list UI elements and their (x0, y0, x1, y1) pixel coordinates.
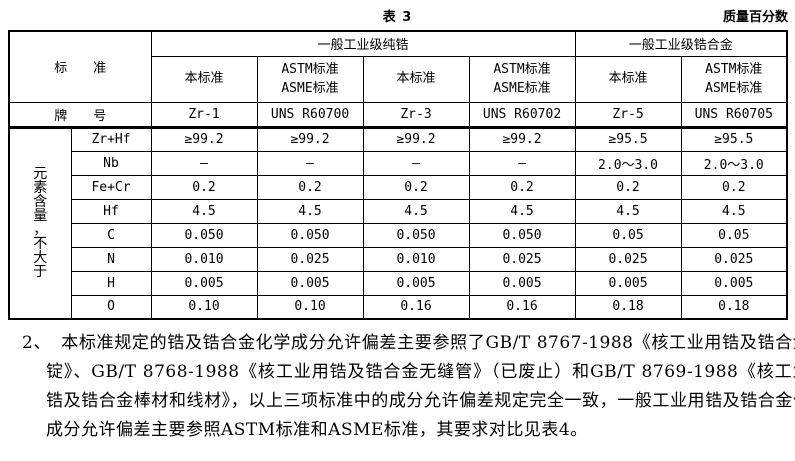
value-cell: 0.2 (468, 174, 576, 200)
value-cell: 0.2 (362, 174, 470, 200)
grade-header-cell: 牌 号 (8, 101, 152, 129)
row-group-vertical-label: 元素含量，不大于 (8, 126, 72, 320)
top-labels: 表 3 质量百分数 (0, 0, 795, 30)
value-cell: 0.18 (574, 294, 682, 320)
note-paragraph: 2、 本标准规定的锆及锆合金化学成分允许偏差主要参照了GB/T 8767-1988… (6, 329, 795, 445)
group-header-pure-zirconium: 一般工业级纯锆 (150, 30, 576, 57)
element-cell: H (70, 270, 152, 296)
element-cell: C (70, 222, 152, 248)
value-cell: 4.5 (150, 198, 258, 224)
element-cell: Zr+Hf (70, 126, 152, 152)
value-cell: 0.050 (150, 222, 258, 248)
sub-header-cell: ASTM标准 ASME标准 (680, 55, 788, 103)
element-cell: O (70, 294, 152, 320)
value-cell: 0.010 (362, 246, 470, 272)
value-cell: ≥95.5 (574, 126, 682, 152)
value-cell: 0.050 (256, 222, 364, 248)
note-number: 2、 (22, 333, 52, 353)
value-cell: 0.2 (150, 174, 258, 200)
vertical-label-text: 元素含量，不大于 (33, 166, 48, 281)
value-cell: 0.025 (680, 246, 788, 272)
group-header-zirconium-alloy: 一般工业级锆合金 (574, 30, 788, 57)
value-cell: 0.005 (680, 270, 788, 296)
grade-cell: UNS R60700 (256, 101, 364, 129)
value-cell: 0.10 (256, 294, 364, 320)
standard-header-cell: 标 准 (8, 30, 152, 103)
value-cell: 4.5 (256, 198, 364, 224)
value-cell: 0.005 (256, 270, 364, 296)
value-cell: — (256, 150, 364, 176)
value-cell: — (468, 150, 576, 176)
value-cell: 0.025 (256, 246, 364, 272)
value-cell: 4.5 (680, 198, 788, 224)
element-cell: Fe+Cr (70, 174, 152, 200)
value-cell: 0.050 (362, 222, 470, 248)
value-cell: 0.16 (362, 294, 470, 320)
value-cell: 0.2 (680, 174, 788, 200)
value-cell: 4.5 (362, 198, 470, 224)
value-cell: 0.2 (574, 174, 682, 200)
composition-table: 标 准 一般工业级纯锆 一般工业级锆合金 本标准 ASTM标准 ASME标准 本… (8, 30, 789, 320)
value-cell: 0.10 (150, 294, 258, 320)
table-caption: 表 3 (382, 10, 413, 25)
value-cell: 2.0～3.0 (680, 150, 788, 176)
grade-cell: UNS R60702 (468, 101, 576, 129)
value-cell: — (150, 150, 258, 176)
value-cell: 0.05 (680, 222, 788, 248)
value-cell: 2.0～3.0 (574, 150, 682, 176)
value-cell: ≥99.2 (468, 126, 576, 152)
value-cell: 0.005 (362, 270, 470, 296)
value-cell: 0.025 (468, 246, 576, 272)
value-cell: 0.2 (256, 174, 364, 200)
value-cell: 4.5 (468, 198, 576, 224)
value-cell: 0.18 (680, 294, 788, 320)
value-cell: 0.005 (574, 270, 682, 296)
value-cell: ≥99.2 (256, 126, 364, 152)
value-cell: 0.05 (574, 222, 682, 248)
sub-header-cell: 本标准 (362, 55, 470, 103)
value-cell: 4.5 (574, 198, 682, 224)
value-cell: 0.005 (468, 270, 576, 296)
value-cell: ≥99.2 (362, 126, 470, 152)
sub-header-cell: 本标准 (150, 55, 258, 103)
grade-cell: Zr-1 (150, 101, 258, 129)
sub-header-cell: ASTM标准 ASME标准 (256, 55, 364, 103)
grade-cell: Zr-3 (362, 101, 470, 129)
element-cell: Hf (70, 198, 152, 224)
grade-cell: Zr-5 (574, 101, 682, 129)
value-cell: 0.010 (150, 246, 258, 272)
note-text: 本标准规定的锆及锆合金化学成分允许偏差主要参照了GB/T 8767-1988《核… (46, 333, 795, 440)
value-cell: ≥99.2 (150, 126, 258, 152)
value-cell: 0.005 (150, 270, 258, 296)
value-cell: 0.025 (574, 246, 682, 272)
element-cell: Nb (70, 150, 152, 176)
element-cell: N (70, 246, 152, 272)
value-cell: 0.16 (468, 294, 576, 320)
sub-header-cell: ASTM标准 ASME标准 (468, 55, 576, 103)
value-cell: — (362, 150, 470, 176)
value-cell: 0.050 (468, 222, 576, 248)
sub-header-cell: 本标准 (574, 55, 682, 103)
value-cell: ≥95.5 (680, 126, 788, 152)
unit-note: 质量百分数 (722, 10, 788, 25)
grade-cell: UNS R60705 (680, 101, 788, 129)
